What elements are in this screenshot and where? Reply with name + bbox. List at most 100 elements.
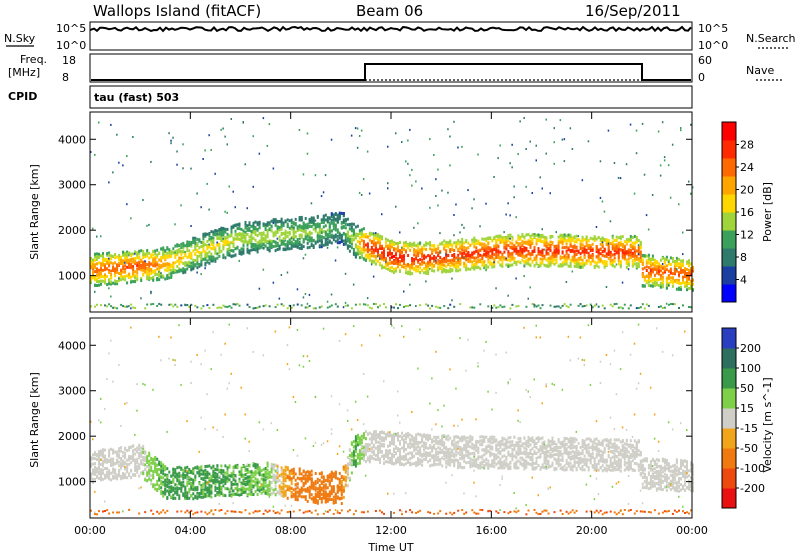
scatter-cell [461,223,463,226]
scatter-cell [653,259,656,263]
scatter-cell [541,233,544,237]
scatter-cell [657,262,660,266]
nave-tick-bottom: 0 [698,71,705,84]
scatter-cell [407,254,410,257]
scatter-cell [140,297,142,300]
scatter-cell [138,452,141,455]
scatter-cell [653,273,656,277]
scatter-cell [304,217,307,220]
scatter-cell [182,468,185,472]
scatter-cell [350,237,353,241]
scatter-cell [90,259,92,263]
freq-panel-frame [89,53,693,83]
scatter-cell [188,249,191,253]
scatter-cell [565,281,568,283]
scatter-cell [196,496,199,500]
scatter-cell [379,257,381,260]
scatter-cell [678,257,680,261]
scatter-cell [573,261,576,265]
scatter-cell [324,213,327,217]
scatter-cell [266,221,269,225]
scatter-cell [254,246,257,250]
scatter-cell [320,242,323,246]
scatter-cell [467,267,470,271]
scatter-cell [663,159,666,162]
scatter-cell [146,254,149,258]
scatter-cell [126,281,129,285]
scatter-cell [292,242,295,246]
scatter-cell [515,250,518,254]
scatter-cell [609,220,612,223]
scatter-cell [138,262,141,266]
scatter-cell [118,253,121,257]
scatter-cell [631,244,634,248]
scatter-cell [609,255,612,259]
scatter-cell [120,424,122,427]
scatter-cell [270,219,273,223]
scatter-cell [489,247,492,251]
scatter-cell [447,262,450,266]
scatter-cell [126,401,128,404]
scatter-cell [417,254,420,258]
scatter-cell [451,261,454,265]
scatter-cell [142,199,144,201]
scatter-cell [172,271,175,274]
scatter-cell [122,459,125,463]
scatter-cell [453,214,455,216]
scatter-cell [192,469,195,473]
scatter-cell [623,245,626,249]
scatter-cell [485,250,488,254]
scatter-cell [134,462,137,466]
scatter-cell [629,235,632,238]
scatter-cell [252,236,255,240]
scatter-cell [166,483,169,487]
scatter-cell [162,253,165,257]
scatter-cell [248,249,251,253]
scatter-cell [647,284,650,287]
scatter-cell [354,236,357,240]
scatter-cell [250,248,253,252]
scatter-cell [96,284,98,287]
scatter-cell [377,239,379,243]
scatter-cell [487,260,490,264]
scatter-cell [487,250,490,254]
scatter-cell [493,244,496,248]
scatter-cell [451,243,454,247]
scatter-cell [270,224,273,228]
scatter-cell [234,224,237,228]
scatter-cell [467,241,470,245]
scatter-cell [322,217,325,221]
scatter-cell [451,254,454,257]
scatter-cell [244,240,247,244]
scatter-cell [128,305,130,308]
scatter-cell [657,283,660,287]
scatter-cell [519,246,522,250]
scatter-cell [358,242,361,246]
scatter-cell [680,281,682,285]
scatter-cell [611,247,614,251]
scatter-cell [100,254,102,258]
colorbar-segment [722,140,736,159]
scatter-cell [617,251,620,255]
scatter-cell [138,454,141,457]
scatter-cell [174,483,177,487]
scatter-cell [94,283,96,287]
scatter-cell [126,253,129,257]
scatter-cell [350,242,353,246]
scatter-cell [154,462,157,466]
scatter-cell [306,241,309,245]
scatter-cell [571,238,574,242]
scatter-cell [224,210,226,213]
scatter-cell [587,243,590,247]
scatter-cell [595,261,598,265]
scatter-cell [100,397,102,400]
scatter-cell [559,237,562,241]
scatter-cell [254,307,257,309]
scatter-cell [427,272,430,276]
scatter-cell [188,305,191,308]
scatter-cell [395,252,397,256]
scatter-cell [455,245,458,249]
scatter-cell [104,304,106,307]
scatter-cell [635,249,638,253]
